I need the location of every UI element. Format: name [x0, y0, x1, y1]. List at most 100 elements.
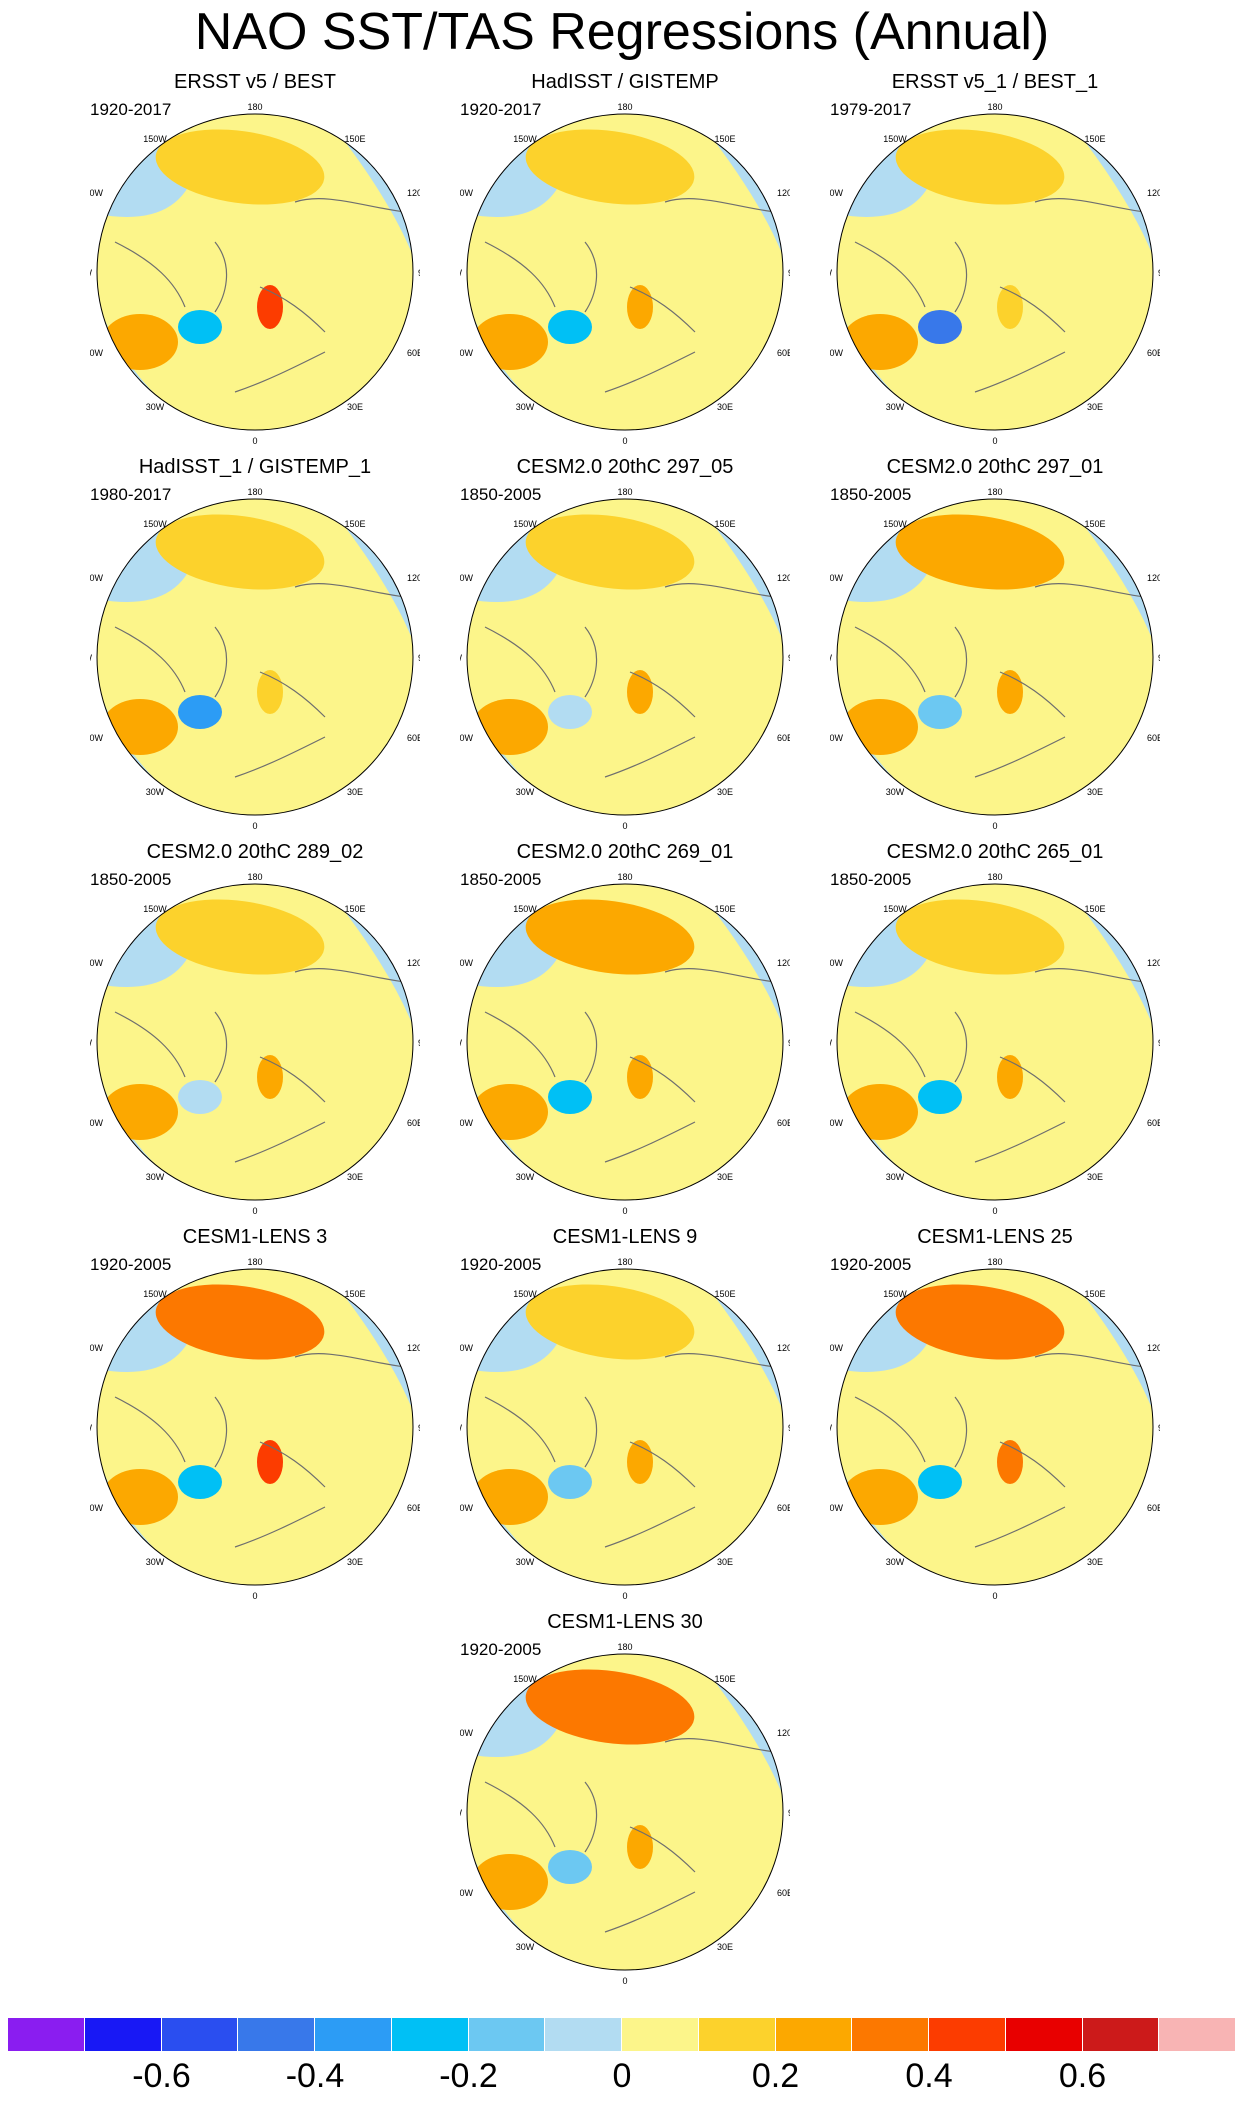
panel-period: 1850-2005 — [460, 485, 542, 504]
colorbar-swatch — [545, 2018, 622, 2051]
colorbar-swatch — [238, 2018, 315, 2051]
longitude-label: 90W — [830, 1423, 832, 1433]
europe-anomaly — [257, 1440, 283, 1484]
longitude-label: 60W — [90, 1118, 103, 1128]
longitude-label: 90W — [460, 1423, 462, 1433]
longitude-label: 30W — [886, 1172, 905, 1182]
colorbar-swatch — [1082, 2018, 1160, 2051]
longitude-label: 0 — [992, 821, 997, 831]
longitude-label: 150W — [513, 134, 537, 144]
longitude-label: 60E — [1147, 1118, 1160, 1128]
longitude-label: 120E — [777, 1728, 790, 1738]
north-atlantic-anomaly — [548, 310, 592, 344]
longitude-label: 150W — [143, 134, 167, 144]
longitude-label: 150E — [714, 519, 735, 529]
longitude-label: 180 — [617, 1642, 632, 1652]
colorbar-label: -0.6 — [132, 2057, 191, 2095]
polar-map: 180 0 150W 150E 120W 120E 90W 90E 60W 60E 30W 30E — [90, 872, 420, 1216]
map-panel: CESM1-LENS 3 1920-2005 180 0 150W 150E 120W 120… — [90, 1225, 420, 1603]
north-pacific-anomaly — [895, 514, 1065, 590]
longitude-label: 30E — [1087, 787, 1103, 797]
europe-anomaly — [997, 670, 1023, 714]
longitude-label: 120W — [460, 1728, 474, 1738]
coastline — [854, 583, 1146, 778]
polar-map: 180 0 150W 150E 120W 120E 90W 90E 60W 60E 30W 30E — [90, 102, 420, 446]
longitude-label: 120W — [830, 188, 844, 198]
longitude-label: 150W — [883, 134, 907, 144]
longitude-label: 60E — [1147, 348, 1160, 358]
longitude-label: 60W — [90, 348, 103, 358]
longitude-label: 120W — [460, 188, 474, 198]
north-pacific-anomaly — [155, 899, 325, 975]
longitude-label: 60W — [460, 1888, 473, 1898]
longitude-label: 60E — [1147, 733, 1160, 743]
north-pacific-anomaly — [895, 899, 1065, 975]
map-boundary — [96, 883, 414, 1201]
europe-anomaly — [997, 285, 1023, 329]
longitude-label: 120W — [90, 188, 104, 198]
longitude-label: 60E — [777, 733, 790, 743]
map-boundary — [466, 498, 784, 816]
north-pacific-anomaly — [525, 514, 695, 590]
longitude-label: 30E — [1087, 1172, 1103, 1182]
panel-period: 1920-2005 — [460, 1640, 542, 1659]
coastline — [484, 968, 776, 1163]
north-pacific-anomaly — [895, 1284, 1065, 1360]
north-pacific-anomaly — [525, 1284, 695, 1360]
longitude-label: 120W — [830, 573, 844, 583]
longitude-label: 120E — [407, 573, 420, 583]
longitude-label: 120W — [460, 958, 474, 968]
map-panel: HadISST_1 / GISTEMP_1 1980-2017 180 0 150W 15… — [90, 455, 420, 833]
colorbar-swatch — [622, 2018, 699, 2051]
longitude-label: 120E — [777, 188, 790, 198]
panel-period: 1920-2005 — [90, 1255, 172, 1274]
longitude-label: 120W — [460, 1343, 474, 1353]
longitude-label: 30W — [516, 402, 535, 412]
longitude-label: 60W — [460, 1118, 473, 1128]
longitude-label: 150E — [1084, 519, 1105, 529]
north-pacific-anomaly — [895, 129, 1065, 205]
polar-map: 180 0 150W 150E 120W 120E 90W 90E 60W 60E 30W 30E — [460, 1642, 790, 1986]
longitude-label: 120W — [460, 573, 474, 583]
panel-period: 1850-2005 — [830, 870, 912, 889]
longitude-label: 120E — [407, 958, 420, 968]
longitude-label: 180 — [987, 1257, 1002, 1267]
longitude-label: 0 — [992, 1206, 997, 1216]
longitude-label: 150W — [883, 519, 907, 529]
longitude-label: 0 — [622, 1976, 627, 1986]
colorbar-swatch — [84, 2018, 162, 2051]
coastline — [114, 583, 406, 778]
longitude-label: 90W — [460, 653, 462, 663]
longitude-label: 30E — [347, 1172, 363, 1182]
page-title: NAO SST/TAS Regressions (Annual) — [194, 3, 1050, 61]
longitude-label: 30E — [717, 1942, 733, 1952]
colorbar-label: 0.4 — [905, 2057, 953, 2095]
map-panel: HadISST / GISTEMP 1920-2017 180 0 150W 150E 12… — [460, 70, 790, 448]
longitude-label: 90E — [788, 653, 790, 663]
longitude-label: 120E — [407, 1343, 420, 1353]
longitude-label: 180 — [617, 102, 632, 112]
longitude-label: 60E — [407, 348, 420, 358]
polar-map: 180 0 150W 150E 120W 120E 90W 90E 60W 60E 30W 30E — [830, 1257, 1160, 1601]
map-boundary — [836, 498, 1154, 816]
north-atlantic-anomaly — [918, 695, 962, 729]
polar-map: 180 0 150W 150E 120W 120E 90W 90E 60W 60E 30W 30E — [830, 872, 1160, 1216]
map-panel: CESM1-LENS 9 1920-2005 180 0 150W 150E 120W 120… — [460, 1225, 790, 1603]
map-panel: ERSST v5_1 / BEST_1 1979-2017 180 0 150W 150E… — [830, 70, 1160, 448]
longitude-label: 150E — [1084, 904, 1105, 914]
longitude-label: 150W — [883, 1289, 907, 1299]
longitude-label: 90W — [830, 268, 832, 278]
longitude-label: 150W — [513, 519, 537, 529]
longitude-label: 120E — [407, 188, 420, 198]
panel-period: 1920-2005 — [830, 1255, 912, 1274]
north-atlantic-anomaly — [178, 695, 222, 729]
longitude-label: 30E — [347, 787, 363, 797]
longitude-label: 30W — [516, 1172, 535, 1182]
panel-title: CESM1-LENS 30 — [547, 1611, 703, 1633]
europe-anomaly — [997, 1440, 1023, 1484]
coastline — [114, 1353, 406, 1548]
longitude-label: 90E — [788, 1423, 790, 1433]
longitude-label: 180 — [247, 487, 262, 497]
colorbar-swatches — [8, 2018, 1236, 2051]
longitude-label: 150E — [344, 1289, 365, 1299]
